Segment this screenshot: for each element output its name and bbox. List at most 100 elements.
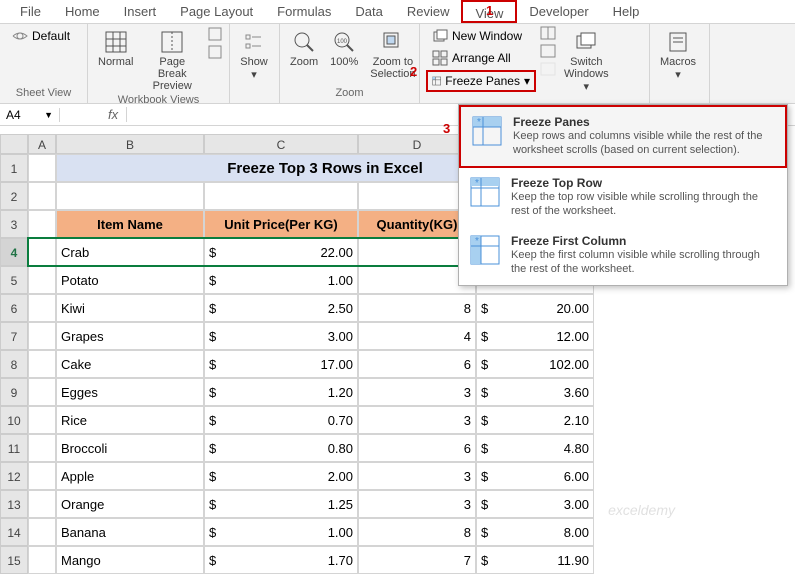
cell[interactable]: [28, 294, 56, 322]
tab-developer[interactable]: Developer: [517, 0, 600, 23]
select-all-corner[interactable]: [0, 134, 28, 154]
quantity[interactable]: 3: [358, 490, 476, 518]
row-header-8[interactable]: 8: [0, 350, 28, 378]
item-name[interactable]: Crab: [56, 238, 204, 266]
total-price[interactable]: $12.00: [476, 322, 594, 350]
page-break-button[interactable]: Page Break Preview: [141, 26, 203, 94]
row-header-6[interactable]: 6: [0, 294, 28, 322]
total-price[interactable]: $8.00: [476, 518, 594, 546]
col-header-C[interactable]: C: [204, 134, 358, 154]
unit-price[interactable]: $2.00: [204, 462, 358, 490]
item-name[interactable]: Orange: [56, 490, 204, 518]
fx-label[interactable]: fx: [100, 107, 127, 122]
row-header-4[interactable]: 4: [0, 238, 28, 266]
quantity[interactable]: 3: [358, 406, 476, 434]
dropdown-item-freeze-top-row[interactable]: *Freeze Top RowKeep the top row visible …: [459, 168, 787, 227]
row-header-11[interactable]: 11: [0, 434, 28, 462]
cell[interactable]: [28, 546, 56, 574]
zoom-button[interactable]: Zoom: [286, 26, 322, 70]
tab-home[interactable]: Home: [53, 0, 112, 23]
row-header-14[interactable]: 14: [0, 518, 28, 546]
unit-price[interactable]: $1.20: [204, 378, 358, 406]
quantity[interactable]: 8: [358, 518, 476, 546]
item-name[interactable]: Mango: [56, 546, 204, 574]
row-header-13[interactable]: 13: [0, 490, 28, 518]
tab-insert[interactable]: Insert: [112, 0, 169, 23]
unit-price[interactable]: $0.70: [204, 406, 358, 434]
freeze-panes-button[interactable]: Freeze Panes ▾: [426, 70, 536, 92]
quantity[interactable]: 3: [358, 462, 476, 490]
cell[interactable]: [28, 182, 56, 210]
table-header[interactable]: Item Name: [56, 210, 204, 238]
cell[interactable]: [28, 266, 56, 294]
cell[interactable]: [28, 490, 56, 518]
cell[interactable]: [28, 406, 56, 434]
row-header-12[interactable]: 12: [0, 462, 28, 490]
row-header-5[interactable]: 5: [0, 266, 28, 294]
sheet-view-default[interactable]: Default: [6, 26, 76, 46]
item-name[interactable]: Cake: [56, 350, 204, 378]
total-price[interactable]: $3.60: [476, 378, 594, 406]
tab-file[interactable]: File: [8, 0, 53, 23]
cell[interactable]: [204, 182, 358, 210]
switch-windows-button[interactable]: Switch Windows ▾: [560, 26, 613, 95]
table-header[interactable]: Unit Price(Per KG): [204, 210, 358, 238]
total-price[interactable]: $6.00: [476, 462, 594, 490]
total-price[interactable]: $4.80: [476, 434, 594, 462]
quantity[interactable]: 8: [358, 294, 476, 322]
unit-price[interactable]: $22.00: [204, 238, 358, 266]
quantity[interactable]: 4: [358, 322, 476, 350]
cell[interactable]: [28, 322, 56, 350]
item-name[interactable]: Egges: [56, 378, 204, 406]
total-price[interactable]: $11.90: [476, 546, 594, 574]
col-header-A[interactable]: A: [28, 134, 56, 154]
zoom-100-button[interactable]: 100 100%: [326, 26, 362, 70]
cell[interactable]: [28, 518, 56, 546]
show-button[interactable]: Show ▾: [236, 26, 272, 83]
custom-views-icon[interactable]: [207, 44, 223, 60]
unhide-icon[interactable]: [540, 62, 556, 76]
total-price[interactable]: $3.00: [476, 490, 594, 518]
cell-a1[interactable]: [28, 154, 56, 182]
split-icon[interactable]: [540, 26, 556, 40]
item-name[interactable]: Potato: [56, 266, 204, 294]
row-header-1[interactable]: 1: [0, 154, 28, 182]
item-name[interactable]: Broccoli: [56, 434, 204, 462]
hide-icon[interactable]: [540, 44, 556, 58]
cell[interactable]: [56, 182, 204, 210]
total-price[interactable]: $102.00: [476, 350, 594, 378]
normal-view-button[interactable]: Normal: [94, 26, 137, 70]
tab-formulas[interactable]: Formulas: [265, 0, 343, 23]
tab-data[interactable]: Data: [343, 0, 394, 23]
cell[interactable]: [28, 462, 56, 490]
unit-price[interactable]: $17.00: [204, 350, 358, 378]
unit-price[interactable]: $2.50: [204, 294, 358, 322]
total-price[interactable]: $20.00: [476, 294, 594, 322]
quantity[interactable]: 6: [358, 350, 476, 378]
macros-button[interactable]: Macros ▾: [656, 26, 700, 83]
row-header-7[interactable]: 7: [0, 322, 28, 350]
item-name[interactable]: Grapes: [56, 322, 204, 350]
item-name[interactable]: Apple: [56, 462, 204, 490]
row-header-3[interactable]: 3: [0, 210, 28, 238]
unit-price[interactable]: $1.70: [204, 546, 358, 574]
cell[interactable]: [28, 350, 56, 378]
unit-price[interactable]: $1.00: [204, 518, 358, 546]
row-header-15[interactable]: 15: [0, 546, 28, 574]
cell[interactable]: [28, 210, 56, 238]
unit-price[interactable]: $1.00: [204, 266, 358, 294]
col-header-B[interactable]: B: [56, 134, 204, 154]
total-price[interactable]: $2.10: [476, 406, 594, 434]
row-header-2[interactable]: 2: [0, 182, 28, 210]
page-layout-icon[interactable]: [207, 26, 223, 42]
item-name[interactable]: Rice: [56, 406, 204, 434]
row-header-9[interactable]: 9: [0, 378, 28, 406]
dropdown-item-freeze-panes[interactable]: *Freeze PanesKeep rows and columns visib…: [459, 105, 787, 168]
item-name[interactable]: Kiwi: [56, 294, 204, 322]
name-box[interactable]: A4 ▼: [0, 108, 60, 122]
unit-price[interactable]: $1.25: [204, 490, 358, 518]
quantity[interactable]: 6: [358, 434, 476, 462]
cell[interactable]: [28, 238, 56, 266]
tab-review[interactable]: Review: [395, 0, 462, 23]
cell[interactable]: [28, 378, 56, 406]
